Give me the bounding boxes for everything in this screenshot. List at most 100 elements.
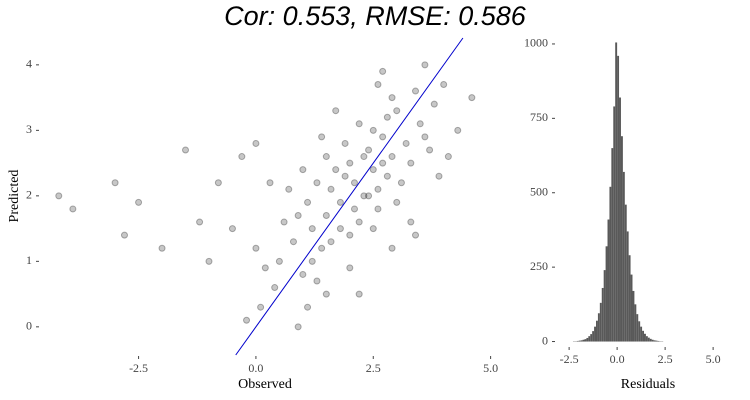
bar [607, 219, 610, 342]
y-tick-label: 4 [26, 57, 32, 71]
point [308, 257, 316, 265]
bar [628, 255, 631, 342]
reference-line [235, 37, 464, 356]
chart-title: Cor: 0.553, RMSE: 0.586 [224, 1, 527, 31]
point [379, 159, 387, 167]
point [421, 61, 429, 69]
point [430, 100, 438, 108]
point [285, 185, 293, 193]
point [214, 179, 222, 187]
point [346, 264, 354, 272]
bar [588, 336, 591, 342]
point [120, 231, 128, 239]
x-tick-label: 2.5 [366, 361, 381, 375]
point [69, 205, 77, 213]
x-tick-label: 2.5 [658, 352, 673, 366]
point [205, 257, 213, 265]
bar [622, 171, 625, 342]
point [365, 146, 373, 154]
point [360, 153, 368, 161]
point [238, 153, 246, 161]
point [374, 185, 382, 193]
point [388, 94, 396, 102]
point [332, 166, 340, 174]
point [304, 303, 312, 311]
point [346, 159, 354, 167]
point [426, 146, 434, 154]
point [313, 277, 321, 285]
point [355, 290, 363, 298]
bar [619, 97, 621, 342]
bar [599, 302, 602, 342]
bar [596, 320, 598, 342]
bar [644, 333, 646, 342]
point [393, 198, 401, 206]
point [397, 179, 405, 187]
point [369, 126, 377, 134]
point [374, 205, 382, 213]
point [313, 179, 321, 187]
point [308, 225, 316, 233]
y-tick-label: 1000 [524, 36, 548, 50]
point [454, 126, 462, 134]
point [275, 257, 283, 265]
bar [582, 339, 585, 342]
bar [653, 340, 656, 342]
point [341, 139, 349, 147]
bar [611, 148, 614, 342]
bar [613, 106, 616, 342]
point [336, 198, 344, 206]
point [369, 166, 377, 174]
point [196, 218, 204, 226]
bar [592, 331, 595, 342]
bar [626, 231, 629, 342]
point [393, 107, 401, 115]
point [365, 192, 373, 200]
point [135, 198, 143, 206]
point [327, 238, 335, 246]
point [383, 113, 391, 121]
point [266, 179, 274, 187]
point [407, 159, 415, 167]
x-tick-label: 5.0 [706, 352, 721, 366]
bar [645, 336, 648, 342]
bar [640, 326, 643, 342]
point [318, 244, 326, 252]
bar [630, 274, 633, 342]
point [289, 238, 297, 246]
point [299, 166, 307, 174]
bar [651, 339, 654, 342]
y-tick-label: 500 [530, 184, 548, 198]
bar [638, 321, 641, 342]
bar [580, 340, 583, 342]
x-tick-label: 0.0 [248, 361, 263, 375]
bar [603, 270, 606, 342]
bar [601, 287, 604, 342]
bar [649, 338, 652, 342]
point [252, 244, 260, 252]
point [294, 211, 302, 219]
bar [642, 330, 644, 342]
point [322, 153, 330, 161]
point [252, 139, 260, 147]
bar [620, 136, 623, 342]
bar [594, 326, 596, 342]
bar [655, 340, 658, 342]
point [374, 81, 382, 89]
point [55, 192, 63, 200]
point [341, 172, 349, 180]
point [182, 146, 190, 154]
point [416, 120, 424, 128]
point [322, 290, 330, 298]
point [304, 198, 312, 206]
point [355, 218, 363, 226]
bar [657, 340, 660, 342]
point [412, 231, 420, 239]
bar [586, 337, 589, 342]
point [444, 153, 452, 161]
point [294, 323, 302, 331]
point [271, 284, 279, 292]
x-tick-label: 5.0 [483, 361, 498, 375]
point [299, 270, 307, 278]
bar [617, 55, 620, 342]
